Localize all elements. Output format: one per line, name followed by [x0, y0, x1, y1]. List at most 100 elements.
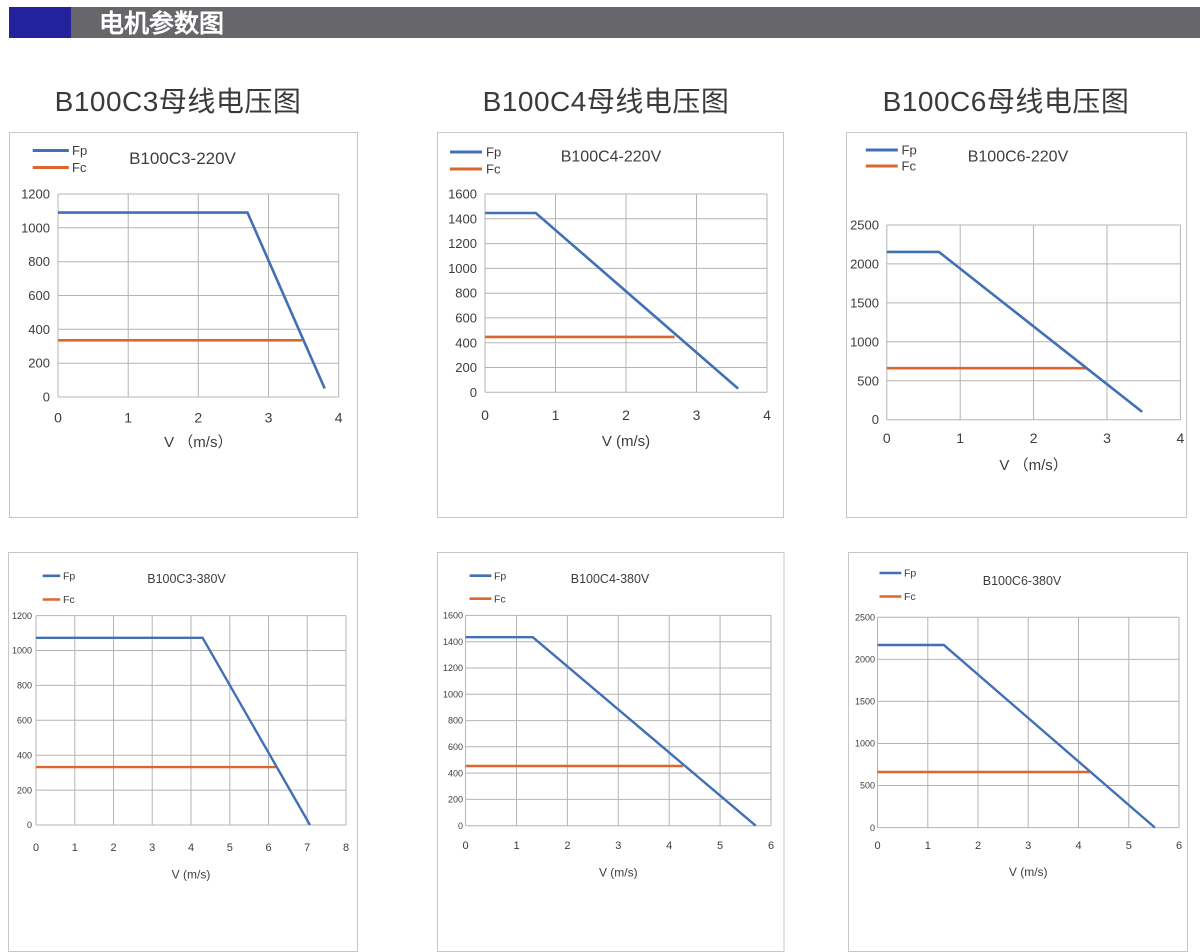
- svg-text:1500: 1500: [855, 697, 875, 707]
- svg-text:B100C3-380V: B100C3-380V: [147, 572, 226, 586]
- svg-text:4: 4: [335, 409, 343, 425]
- svg-text:600: 600: [455, 311, 477, 326]
- svg-text:Fp: Fp: [72, 143, 87, 158]
- svg-text:3: 3: [149, 842, 155, 854]
- svg-text:B100C6-220V: B100C6-220V: [968, 149, 1069, 166]
- svg-text:0: 0: [33, 842, 39, 854]
- svg-text:2: 2: [1030, 430, 1038, 446]
- svg-text:1200: 1200: [443, 663, 463, 673]
- svg-text:200: 200: [455, 360, 477, 375]
- svg-text:V （m/s）: V （m/s）: [164, 434, 232, 451]
- svg-text:3: 3: [615, 840, 621, 852]
- svg-text:0: 0: [458, 821, 463, 831]
- svg-text:8: 8: [343, 842, 349, 854]
- svg-text:B100C4-220V: B100C4-220V: [561, 149, 662, 166]
- svg-text:1600: 1600: [443, 611, 463, 621]
- svg-text:2500: 2500: [855, 612, 875, 622]
- svg-text:4: 4: [666, 840, 672, 852]
- svg-text:1: 1: [124, 409, 132, 425]
- svg-text:400: 400: [455, 335, 477, 350]
- svg-text:3: 3: [1025, 840, 1031, 852]
- svg-text:Fc: Fc: [494, 593, 506, 605]
- svg-text:600: 600: [17, 716, 32, 726]
- svg-text:1: 1: [552, 407, 560, 423]
- svg-text:0: 0: [470, 385, 477, 400]
- svg-text:0: 0: [874, 840, 880, 852]
- svg-text:Fp: Fp: [494, 570, 506, 582]
- svg-text:Fc: Fc: [486, 162, 501, 177]
- svg-text:V (m/s): V (m/s): [602, 433, 650, 450]
- svg-text:5: 5: [227, 842, 233, 854]
- svg-text:200: 200: [448, 795, 463, 805]
- svg-text:0: 0: [43, 390, 50, 405]
- svg-text:V (m/s): V (m/s): [1009, 865, 1048, 879]
- svg-text:500: 500: [860, 781, 875, 791]
- svg-text:800: 800: [17, 681, 32, 691]
- svg-text:5: 5: [717, 840, 723, 852]
- svg-text:0: 0: [27, 820, 32, 830]
- svg-text:B100C4-380V: B100C4-380V: [571, 572, 650, 586]
- svg-text:4: 4: [1177, 430, 1185, 446]
- svg-text:0: 0: [481, 407, 489, 423]
- svg-text:0: 0: [870, 823, 875, 833]
- svg-text:4: 4: [1075, 840, 1081, 852]
- svg-text:Fc: Fc: [63, 594, 75, 606]
- svg-text:400: 400: [17, 750, 32, 760]
- svg-text:1400: 1400: [448, 211, 477, 226]
- svg-text:400: 400: [448, 768, 463, 778]
- svg-text:3: 3: [693, 407, 701, 423]
- svg-text:1000: 1000: [855, 739, 875, 749]
- svg-text:1000: 1000: [850, 334, 879, 349]
- svg-text:0: 0: [883, 430, 891, 446]
- svg-text:600: 600: [448, 742, 463, 752]
- svg-text:B100C3-220V: B100C3-220V: [129, 149, 236, 168]
- svg-text:Fc: Fc: [904, 591, 916, 603]
- svg-text:Fc: Fc: [902, 159, 917, 174]
- svg-text:5: 5: [1126, 840, 1132, 852]
- svg-text:800: 800: [448, 716, 463, 726]
- svg-text:1: 1: [925, 840, 931, 852]
- svg-text:200: 200: [28, 356, 50, 371]
- svg-text:1000: 1000: [21, 220, 50, 235]
- svg-text:Fp: Fp: [63, 571, 75, 583]
- svg-text:1000: 1000: [12, 646, 32, 656]
- svg-text:Fc: Fc: [72, 160, 87, 175]
- svg-text:1200: 1200: [448, 236, 477, 251]
- svg-text:800: 800: [455, 286, 477, 301]
- svg-text:1: 1: [513, 840, 519, 852]
- svg-text:1200: 1200: [21, 187, 50, 202]
- svg-text:200: 200: [17, 785, 32, 795]
- svg-text:2: 2: [194, 409, 202, 425]
- svg-text:1200: 1200: [12, 611, 32, 621]
- svg-text:2: 2: [564, 840, 570, 852]
- svg-text:Fp: Fp: [902, 143, 917, 158]
- svg-text:1: 1: [72, 842, 78, 854]
- svg-text:V (m/s): V (m/s): [599, 866, 638, 880]
- svg-text:500: 500: [857, 373, 879, 388]
- svg-text:6: 6: [265, 842, 271, 854]
- svg-text:V (m/s): V (m/s): [172, 868, 211, 882]
- svg-text:2: 2: [622, 407, 630, 423]
- svg-text:Fp: Fp: [904, 568, 916, 580]
- svg-text:0: 0: [463, 840, 469, 852]
- svg-text:3: 3: [1103, 430, 1111, 446]
- svg-text:6: 6: [768, 840, 774, 852]
- svg-text:2: 2: [975, 840, 981, 852]
- svg-text:4: 4: [763, 407, 771, 423]
- svg-text:Fp: Fp: [486, 145, 501, 160]
- svg-text:0: 0: [54, 409, 62, 425]
- svg-text:0: 0: [872, 412, 879, 427]
- svg-text:1500: 1500: [850, 295, 879, 310]
- svg-text:800: 800: [28, 254, 50, 269]
- svg-text:2000: 2000: [850, 257, 879, 272]
- svg-text:400: 400: [28, 322, 50, 337]
- svg-text:1000: 1000: [443, 689, 463, 699]
- svg-text:2: 2: [110, 842, 116, 854]
- svg-text:V （m/s）: V （m/s）: [999, 457, 1067, 474]
- svg-text:3: 3: [265, 409, 273, 425]
- svg-text:4: 4: [188, 842, 194, 854]
- svg-text:B100C6-380V: B100C6-380V: [983, 574, 1062, 588]
- svg-text:6: 6: [1176, 840, 1182, 852]
- svg-text:7: 7: [304, 842, 310, 854]
- svg-text:1600: 1600: [448, 187, 477, 202]
